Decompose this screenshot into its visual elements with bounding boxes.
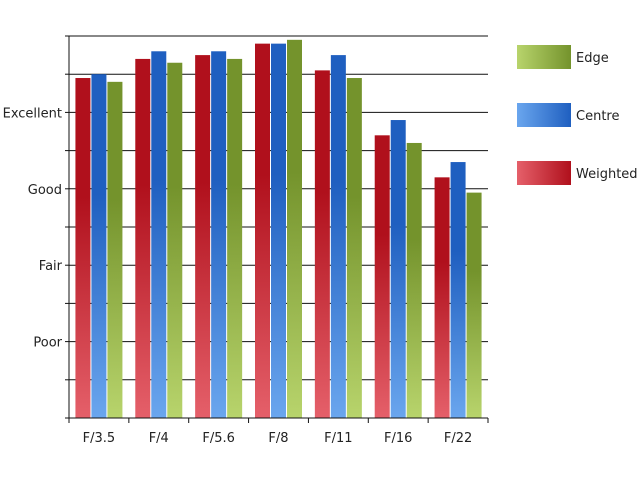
bar-centre-0 (91, 74, 107, 418)
bar-centre-2 (211, 51, 227, 418)
axes (65, 35, 489, 423)
legend: Edge Centre Weighted (517, 45, 638, 185)
legend-swatch (517, 45, 571, 69)
bars (75, 39, 482, 419)
bar-edge-3 (287, 39, 302, 418)
y-tick-label: Excellent (3, 106, 62, 121)
x-tick-label: F/11 (324, 431, 352, 446)
y-tick-label: Good (28, 183, 62, 198)
bar-centre-3 (271, 43, 286, 418)
bar-edge-2 (227, 58, 243, 419)
bar-edge-0 (107, 81, 123, 418)
y-tick-label: Fair (39, 259, 63, 274)
legend-swatch (517, 161, 571, 185)
y-tick-label: Poor (33, 336, 62, 351)
legend-item-centre: Centre (517, 103, 619, 127)
x-tick-label: F/8 (268, 431, 288, 446)
bar-centre-4 (330, 55, 346, 418)
bar-edge-1 (167, 62, 183, 419)
bar-weighted-5 (374, 135, 390, 418)
bar-centre-1 (151, 51, 167, 418)
x-tick-label: F/4 (149, 431, 169, 446)
legend-item-edge: Edge (517, 45, 609, 69)
bar-weighted-3 (255, 43, 270, 418)
bar-weighted-2 (195, 55, 211, 418)
bar-edge-6 (466, 192, 482, 418)
x-tick-label: F/3.5 (83, 431, 116, 446)
bar-weighted-6 (434, 177, 450, 418)
legend-label: Centre (576, 109, 619, 124)
bar-weighted-1 (135, 58, 151, 419)
bar-edge-5 (406, 142, 422, 418)
bar-centre-6 (450, 162, 466, 418)
x-tick-label: F/5.6 (202, 431, 235, 446)
x-tick-label: F/16 (384, 431, 412, 446)
bar-weighted-0 (75, 78, 91, 419)
legend-swatch (517, 103, 571, 127)
x-tick-labels: F/3.5 F/4 F/5.6 F/8 F/11 F/16 F/22 (83, 431, 473, 446)
bar-edge-4 (346, 78, 362, 419)
legend-label: Weighted (576, 167, 638, 182)
y-tick-labels: Poor Fair Good Excellent (3, 106, 63, 350)
legend-item-weighted: Weighted (517, 161, 638, 185)
bar-centre-5 (390, 120, 406, 418)
bar-weighted-4 (314, 70, 330, 418)
x-tick-label: F/22 (444, 431, 472, 446)
legend-label: Edge (576, 51, 609, 66)
